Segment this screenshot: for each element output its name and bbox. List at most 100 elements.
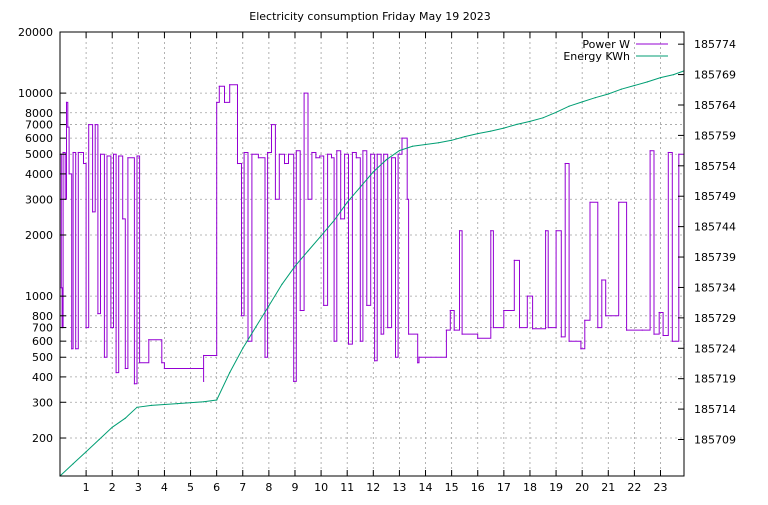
data-point-energy-kwh [633, 84, 636, 87]
data-point-power-w [163, 367, 165, 370]
data-point-power-w [453, 329, 455, 331]
data-point-power-w [351, 151, 353, 154]
data-point-energy-kwh [320, 235, 322, 237]
data-point-energy-kwh [659, 77, 662, 79]
data-point-energy-kwh [464, 136, 466, 138]
data-point-power-w [267, 151, 269, 154]
y2-tick-label: 185774 [694, 38, 736, 51]
data-point-energy-kwh [111, 426, 113, 428]
data-point-power-w [492, 327, 494, 329]
data-point-energy-kwh [477, 133, 479, 135]
x-tick-label: 7 [239, 481, 246, 494]
data-point-energy-kwh [85, 451, 87, 453]
y2-tick-label: 185714 [694, 403, 736, 416]
y-tick-label: 200 [32, 432, 53, 445]
data-point-energy-kwh [255, 326, 257, 328]
data-point-power-w [72, 151, 74, 154]
data-point-power-w [315, 157, 317, 159]
x-tick-label: 8 [265, 481, 272, 494]
data-point-energy-kwh [229, 372, 231, 374]
data-point-power-w [62, 151, 64, 154]
data-point-energy-kwh [490, 130, 492, 132]
data-point-power-w [545, 230, 547, 232]
y2-tick-label: 185734 [694, 281, 736, 294]
data-point-power-w [401, 137, 403, 139]
x-tick-label: 12 [366, 481, 380, 494]
data-point-power-w [127, 157, 129, 159]
data-point-power-w [229, 84, 231, 86]
data-point-power-w [106, 155, 108, 157]
data-point-power-w [513, 259, 515, 261]
data-point-power-w [295, 150, 297, 152]
data-point-energy-kwh [607, 93, 609, 95]
data-point-power-w [580, 348, 582, 350]
y-tick-label: 600 [32, 335, 53, 348]
data-point-power-w [359, 340, 361, 342]
x-tick-label: 20 [575, 481, 589, 494]
data-point-power-w [347, 343, 350, 345]
data-point-power-w [397, 153, 399, 155]
data-point-power-w [115, 372, 117, 374]
plot-frame [59, 31, 685, 477]
x-tick-label: 21 [601, 481, 615, 494]
data-point-power-w [601, 279, 603, 281]
data-point-power-w [218, 85, 220, 87]
x-tick-label: 15 [445, 481, 459, 494]
data-point-energy-kwh [150, 404, 152, 406]
legend-label-power: Power W [582, 38, 630, 51]
data-point-power-w [584, 319, 586, 321]
y2-tick-label: 185744 [694, 221, 736, 234]
data-point-power-w [564, 162, 566, 165]
data-point-power-w [370, 153, 372, 155]
data-point-energy-kwh [203, 401, 205, 403]
data-point-energy-kwh [581, 101, 583, 103]
data-point-power-w [380, 333, 382, 335]
data-point-power-w [303, 92, 305, 94]
data-point-power-w [139, 362, 141, 364]
data-point-power-w [124, 367, 126, 370]
data-point-power-w [82, 162, 85, 165]
data-point-power-w [65, 101, 68, 103]
data-point-energy-kwh [268, 305, 270, 307]
data-point-power-w [133, 383, 135, 385]
y-tick-label: 300 [32, 396, 53, 409]
y-tick-label: 800 [32, 310, 53, 323]
data-point-power-w [75, 348, 77, 350]
data-point-power-w [418, 356, 420, 358]
chart-title: Electricity consumption Friday May 19 20… [249, 10, 490, 23]
data-point-power-w [67, 126, 69, 128]
x-tick-label: 5 [187, 481, 194, 494]
data-point-energy-kwh [98, 438, 100, 441]
data-point-power-w [658, 311, 660, 314]
data-point-power-w [555, 230, 557, 232]
data-point-power-w [458, 230, 461, 232]
data-point-energy-kwh [346, 201, 348, 203]
data-point-energy-kwh [124, 417, 126, 419]
y-tick-label: 500 [32, 351, 53, 364]
data-point-power-w [362, 150, 364, 152]
data-point-energy-kwh [673, 74, 675, 76]
data-point-energy-kwh [542, 117, 544, 119]
y-tick-label: 4000 [25, 168, 53, 181]
x-tick-label: 16 [471, 481, 485, 494]
data-point-power-w [240, 315, 243, 317]
data-point-power-w [547, 327, 549, 329]
x-tick-label: 2 [109, 481, 116, 494]
y-tick-label: 7000 [25, 119, 53, 132]
data-point-energy-kwh [424, 143, 427, 146]
y-tick-label: 2000 [25, 229, 53, 242]
data-point-power-w [340, 218, 342, 220]
data-point-energy-kwh [411, 145, 414, 147]
data-point-energy-kwh [359, 186, 361, 188]
data-point-power-w [678, 153, 680, 155]
y2-tick-label: 185739 [694, 251, 736, 264]
data-point-energy-kwh [333, 219, 335, 222]
data-point-power-w [274, 198, 276, 200]
x-tick-label: 4 [161, 481, 168, 494]
data-point-power-w [283, 162, 286, 165]
data-point-energy-kwh [594, 97, 596, 99]
x-tick-label: 14 [419, 481, 433, 494]
data-point-power-w [136, 155, 138, 157]
data-point-power-w [503, 309, 505, 312]
